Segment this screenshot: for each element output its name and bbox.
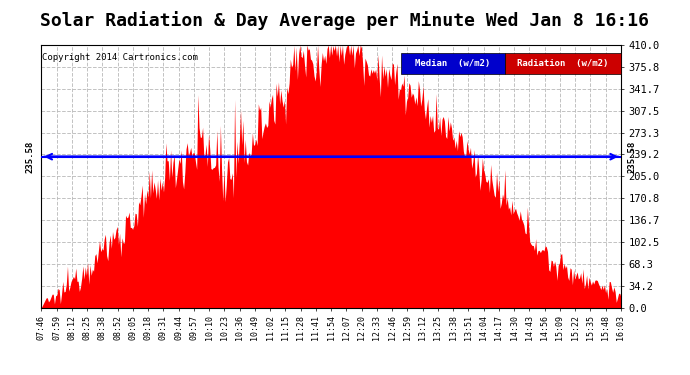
Text: Median  (w/m2): Median (w/m2) <box>415 59 491 68</box>
Text: 235.58: 235.58 <box>628 141 637 173</box>
Bar <box>505 53 621 74</box>
Bar <box>401 53 505 74</box>
Text: Radiation  (w/m2): Radiation (w/m2) <box>518 59 609 68</box>
Text: Copyright 2014 Cartronics.com: Copyright 2014 Cartronics.com <box>42 53 198 62</box>
Text: Solar Radiation & Day Average per Minute Wed Jan 8 16:16: Solar Radiation & Day Average per Minute… <box>41 11 649 30</box>
Text: 235.58: 235.58 <box>26 141 34 173</box>
